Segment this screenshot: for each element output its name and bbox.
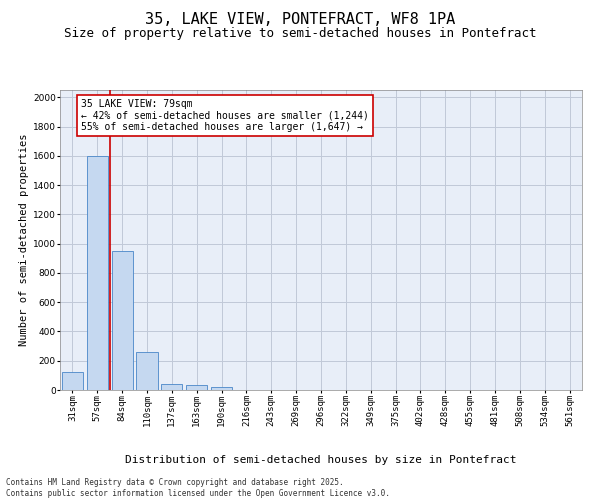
Text: Size of property relative to semi-detached houses in Pontefract: Size of property relative to semi-detach… <box>64 28 536 40</box>
Y-axis label: Number of semi-detached properties: Number of semi-detached properties <box>19 134 29 346</box>
Bar <box>136 352 158 390</box>
Bar <box>161 384 182 390</box>
Text: 35, LAKE VIEW, PONTEFRACT, WF8 1PA: 35, LAKE VIEW, PONTEFRACT, WF8 1PA <box>145 12 455 28</box>
Text: Distribution of semi-detached houses by size in Pontefract: Distribution of semi-detached houses by … <box>125 455 517 465</box>
Bar <box>112 251 133 390</box>
Bar <box>87 156 108 390</box>
Text: Contains HM Land Registry data © Crown copyright and database right 2025.
Contai: Contains HM Land Registry data © Crown c… <box>6 478 390 498</box>
Bar <box>211 387 232 390</box>
Bar <box>186 385 207 390</box>
Bar <box>62 372 83 390</box>
Text: 35 LAKE VIEW: 79sqm
← 42% of semi-detached houses are smaller (1,244)
55% of sem: 35 LAKE VIEW: 79sqm ← 42% of semi-detach… <box>81 99 369 132</box>
